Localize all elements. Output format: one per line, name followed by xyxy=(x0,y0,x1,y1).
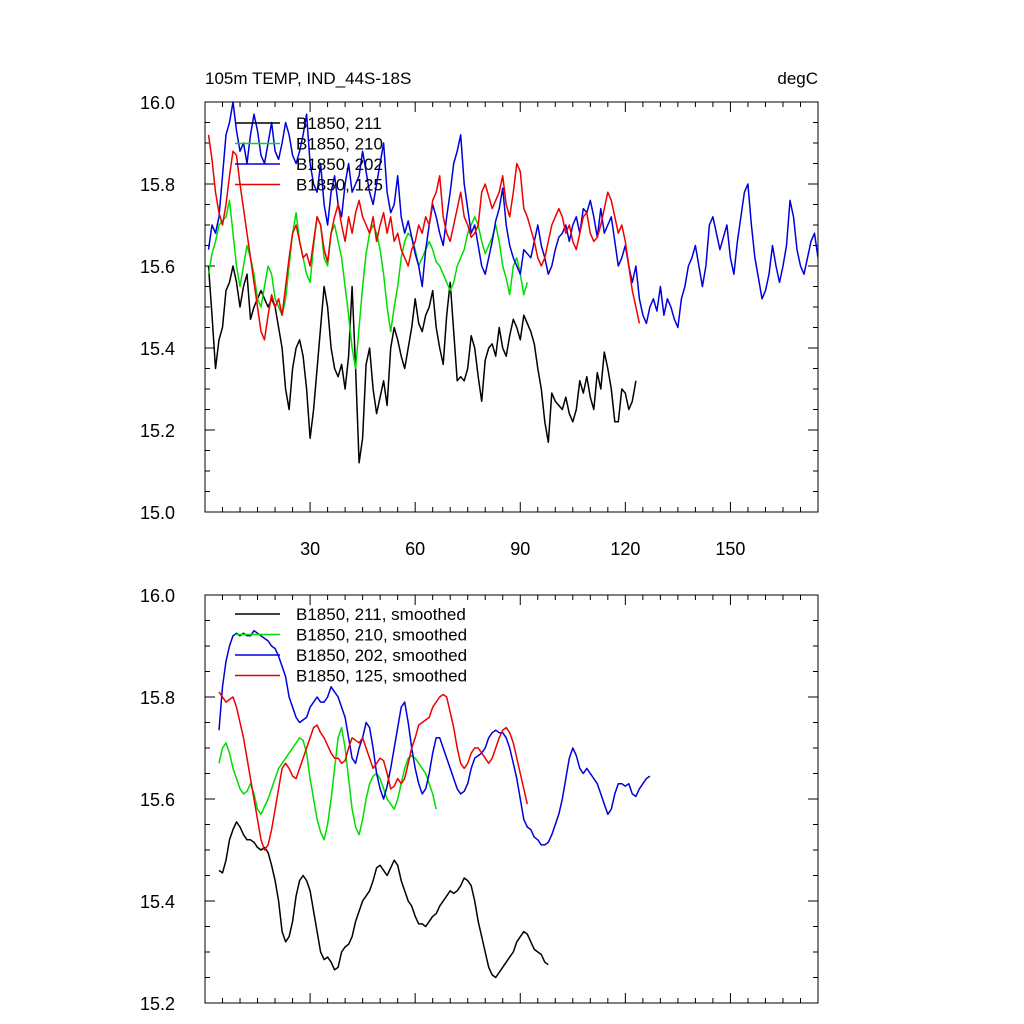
y-tick-label: 15.0 xyxy=(140,503,175,523)
series-line-2 xyxy=(218,726,437,841)
legend-label: B1850, 211, smoothed xyxy=(296,605,466,624)
top-panel: 105m TEMP, IND_44S-18S degC 30 60 90 120 150… xyxy=(140,69,819,559)
series-line-3 xyxy=(207,101,818,329)
x-tick-label: 60 xyxy=(405,539,425,559)
bottom-panel: 15.2 15.4 15.6 15.8 16.0 B1850, 211, smoothe… xyxy=(140,586,819,1014)
legend-label: B1850, 202, smoothed xyxy=(296,646,467,665)
y-tick-label: 15.2 xyxy=(140,994,175,1014)
y-tick-label: 15.2 xyxy=(140,421,175,441)
y-tick-label: 15.8 xyxy=(140,688,175,708)
series-line-4 xyxy=(218,691,529,851)
chart-title: 105m TEMP, IND_44S-18S xyxy=(205,69,411,88)
y-tick-label: 15.4 xyxy=(140,339,175,359)
x-tick-label: 150 xyxy=(715,539,745,559)
legend-label: B1850, 202 xyxy=(296,155,383,174)
top-plot-area: 30 60 90 120 150 15.0 15.2 15.4 15.6 15.8 16.0 xyxy=(140,93,819,559)
y-tick-label: 16.0 xyxy=(140,93,175,113)
units-label: degC xyxy=(777,69,818,88)
x-tick-label: 30 xyxy=(300,539,320,559)
legend-label: B1850, 211 xyxy=(296,114,382,133)
x-tick-label: 90 xyxy=(510,539,530,559)
legend-label: B1850, 125 xyxy=(296,176,383,195)
bottom-plot-area: 15.2 15.4 15.6 15.8 16.0 xyxy=(140,586,819,1014)
series-line-3 xyxy=(218,629,651,846)
x-tick-label: 120 xyxy=(610,539,640,559)
legend-label: B1850, 210 xyxy=(296,135,383,154)
y-tick-label: 15.6 xyxy=(140,790,175,810)
bottom-legend: B1850, 211, smoothed B1850, 210, smoothed… xyxy=(235,605,467,686)
series-line-4 xyxy=(207,134,641,341)
y-tick-label: 16.0 xyxy=(140,586,175,606)
legend-label: B1850, 210, smoothed xyxy=(296,626,467,645)
y-tick-label: 15.6 xyxy=(140,257,175,277)
y-tick-label: 15.8 xyxy=(140,175,175,195)
y-tick-label: 15.4 xyxy=(140,892,175,912)
series-line-1 xyxy=(218,821,549,979)
legend-label: B1850, 125, smoothed xyxy=(296,667,467,686)
series-line-2 xyxy=(207,199,529,370)
series-line-1 xyxy=(207,265,637,464)
